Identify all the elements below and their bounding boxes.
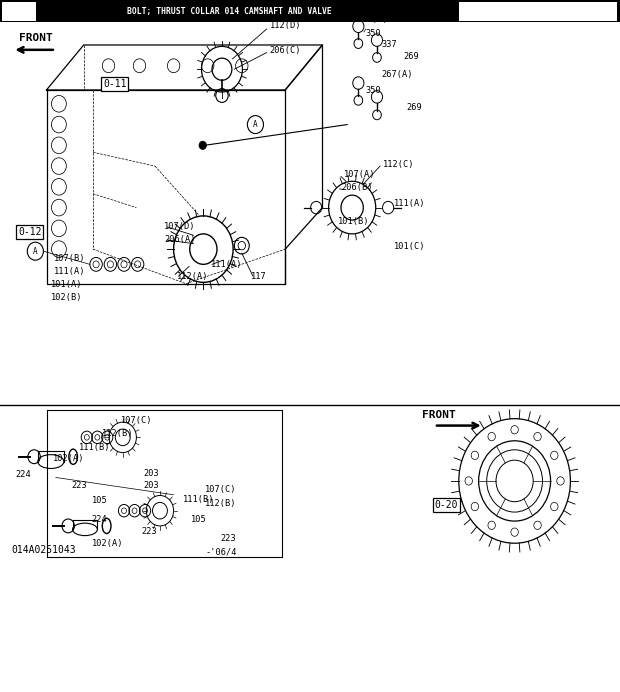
Text: 206(A): 206(A) (164, 235, 196, 244)
Text: 223: 223 (71, 481, 87, 491)
Text: 107(C): 107(C) (205, 484, 236, 494)
Text: 111(B): 111(B) (183, 495, 215, 504)
Text: 101(A): 101(A) (51, 280, 82, 289)
Text: 224: 224 (92, 514, 107, 524)
Text: 0-20: 0-20 (435, 500, 458, 510)
Text: 206(C): 206(C) (270, 46, 301, 55)
Text: 111(B): 111(B) (79, 442, 111, 452)
Text: 112(D): 112(D) (270, 21, 301, 30)
Text: 203: 203 (144, 480, 159, 490)
Text: 269: 269 (403, 51, 418, 61)
Text: 337: 337 (381, 39, 397, 49)
Text: 101(B): 101(B) (338, 217, 370, 226)
Bar (0, 0, 620, 22)
Text: 102(B): 102(B) (51, 293, 82, 302)
Text: FRONT: FRONT (422, 410, 455, 420)
Text: 112(B): 112(B) (205, 499, 236, 509)
Text: 350: 350 (366, 28, 381, 38)
Text: 105: 105 (191, 514, 206, 524)
Text: 224: 224 (16, 470, 31, 480)
Text: 107(A): 107(A) (344, 170, 376, 179)
Text: 112(C): 112(C) (383, 160, 415, 170)
Text: 269: 269 (406, 103, 422, 113)
Text: -'06/4: -'06/4 (206, 547, 237, 556)
Text: FRONT: FRONT (19, 33, 52, 43)
Text: 0-12: 0-12 (18, 227, 42, 237)
Text: 117: 117 (251, 271, 267, 281)
Text: 111(A): 111(A) (54, 266, 86, 276)
Text: 267(A): 267(A) (381, 69, 413, 79)
Text: 107(B): 107(B) (54, 254, 86, 264)
Text: 206(B): 206(B) (341, 183, 373, 192)
Text: 112(A): 112(A) (177, 271, 208, 281)
Text: 101(C): 101(C) (394, 242, 425, 251)
Text: 107(C): 107(C) (121, 415, 153, 425)
Text: 223: 223 (141, 527, 157, 536)
Text: A: A (33, 246, 38, 256)
Text: A: A (253, 120, 258, 129)
Text: 112(B): 112(B) (102, 429, 134, 439)
Text: 0-11: 0-11 (103, 80, 126, 89)
Text: 111(A): 111(A) (394, 199, 425, 208)
Text: 102(A): 102(A) (53, 454, 84, 464)
Text: 223: 223 (220, 534, 236, 543)
Text: 102(A): 102(A) (92, 538, 123, 548)
Text: 105: 105 (92, 495, 107, 505)
Bar (459, 2, 617, 21)
Text: 014A0251043: 014A0251043 (11, 545, 76, 555)
Circle shape (199, 141, 206, 149)
Bar (2, 2, 36, 21)
Text: BOLT; THRUST COLLAR 014 CAMSHAFT AND VALVE: BOLT; THRUST COLLAR 014 CAMSHAFT AND VAL… (127, 6, 332, 16)
Text: 267(B): 267(B) (356, 15, 388, 24)
Text: 107(D): 107(D) (164, 221, 196, 231)
Text: 111(A): 111(A) (211, 260, 242, 269)
Text: 203: 203 (144, 468, 159, 478)
Text: 350: 350 (366, 86, 381, 95)
